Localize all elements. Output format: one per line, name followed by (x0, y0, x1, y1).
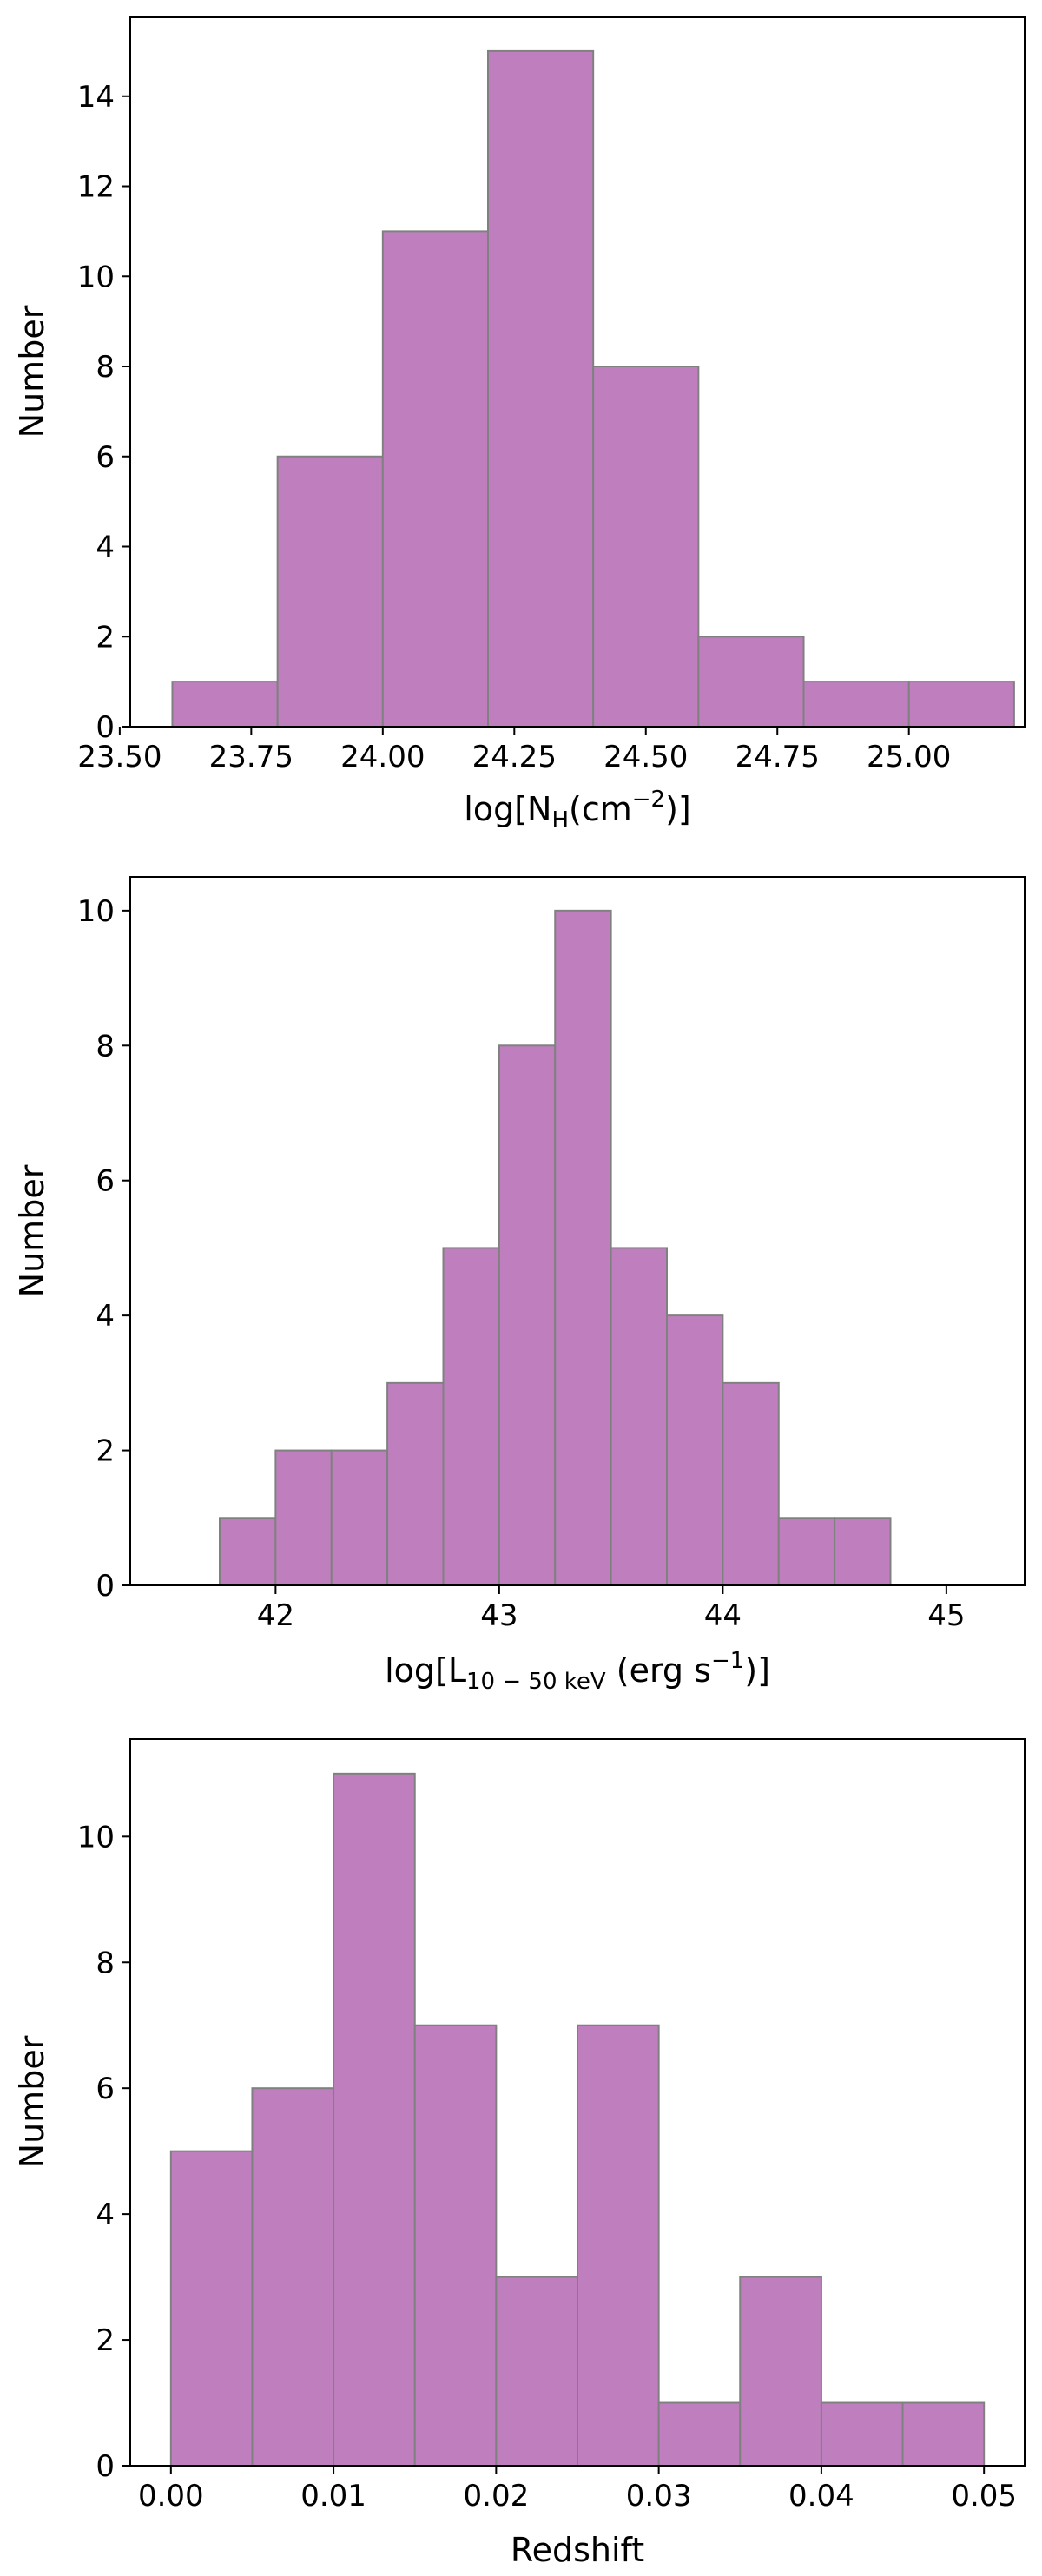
luminosity-bars (219, 909, 892, 1587)
panel-luminosity-histogram: 42 43 44 45 0 2 4 6 8 10 log[L10 − 50 keV (erg s… (13, 876, 1026, 1695)
luminosity-bar-4 (442, 1247, 500, 1587)
luminosity-x-tick-label: 45 (927, 1598, 965, 1633)
redshift-plot-frame (129, 1738, 1026, 2467)
redshift-bar-3 (413, 2024, 498, 2467)
nh-bar-1 (276, 455, 384, 728)
redshift-x-ticks: 0.00 0.01 0.02 0.03 0.04 0.05 (138, 2466, 1017, 2513)
luminosity-y-ticks: 0 2 4 6 8 10 (77, 894, 130, 1604)
redshift-bar-5 (577, 2024, 660, 2467)
luminosity-bar-11 (834, 1517, 892, 1587)
nh-y-axis-label: Number (13, 305, 51, 438)
luminosity-y-tick-label: 4 (96, 1299, 115, 1334)
redshift-y-axis-label: Number (13, 2035, 51, 2168)
nh-x-ticks: 23.50 23.75 24.00 24.25 24.50 24.75 25.00 (77, 727, 951, 774)
luminosity-bar-6 (554, 909, 612, 1587)
nh-y-tick-label: 8 (96, 350, 115, 385)
luminosity-x-tick-label: 43 (480, 1598, 518, 1633)
redshift-x-tick-label: 0.01 (300, 2479, 366, 2513)
luminosity-bar-5 (498, 1044, 557, 1587)
redshift-x-tick-label: 0.02 (464, 2479, 530, 2513)
nh-x-tick-label: 25.00 (867, 740, 951, 774)
nh-x-axis-label: log[NH(cm−2)] (464, 787, 690, 833)
luminosity-bar-7 (610, 1247, 668, 1587)
redshift-bar-6 (657, 2401, 742, 2467)
luminosity-y-tick-label: 0 (96, 1569, 115, 1604)
nh-plot-frame (129, 16, 1026, 728)
redshift-y-tick-label: 2 (96, 2323, 115, 2358)
luminosity-y-tick-label: 8 (96, 1029, 115, 1064)
nh-x-tick-label: 23.50 (77, 740, 162, 774)
nh-y-tick-label: 6 (96, 440, 115, 475)
luminosity-bar-0 (219, 1517, 277, 1587)
nh-bar-5 (697, 636, 805, 728)
luminosity-bar-3 (386, 1381, 445, 1587)
nh-y-ticks: 0 2 4 6 8 10 12 14 (77, 80, 130, 745)
luminosity-x-tick-label: 44 (704, 1598, 742, 1633)
nh-y-tick-label: 2 (96, 620, 115, 655)
luminosity-plot-frame (129, 876, 1026, 1586)
luminosity-bar-8 (666, 1314, 724, 1586)
redshift-x-axis-label: Redshift (511, 2531, 644, 2569)
redshift-x-tick-label: 0.05 (951, 2479, 1017, 2513)
nh-y-tick-label: 4 (96, 530, 115, 565)
nh-x-tick-label: 23.75 (209, 740, 293, 774)
nh-bar-2 (381, 230, 489, 728)
luminosity-y-axis-label: Number (13, 1164, 51, 1297)
redshift-x-tick-label: 0.04 (788, 2479, 854, 2513)
nh-bars (171, 49, 1015, 728)
nh-bar-6 (802, 681, 910, 728)
luminosity-y-tick-label: 6 (96, 1164, 115, 1199)
redshift-bar-0 (169, 2150, 254, 2467)
luminosity-bar-9 (722, 1381, 780, 1587)
panel-nh-histogram: 23.50 23.75 24.00 24.25 24.50 24.75 25.00 0 2 4 6… (13, 16, 1026, 833)
redshift-y-tick-label: 6 (96, 2072, 115, 2106)
luminosity-x-tick-label: 42 (257, 1598, 294, 1633)
nh-y-tick-label: 10 (77, 260, 115, 294)
redshift-bar-9 (901, 2401, 986, 2467)
redshift-bar-4 (495, 2276, 579, 2467)
luminosity-x-ticks: 42 43 44 45 (257, 1585, 966, 1633)
luminosity-bar-10 (777, 1517, 836, 1587)
nh-y-tick-label: 14 (77, 80, 115, 115)
redshift-y-tick-label: 10 (77, 1820, 115, 1855)
nh-x-tick-label: 24.50 (603, 740, 688, 774)
redshift-y-tick-label: 0 (96, 2449, 115, 2484)
luminosity-bar-2 (330, 1449, 389, 1586)
nh-y-tick-label: 12 (77, 170, 115, 205)
nh-x-tick-label: 24.00 (340, 740, 425, 774)
redshift-bar-8 (820, 2401, 904, 2467)
redshift-bar-7 (739, 2276, 822, 2467)
nh-bar-4 (592, 366, 700, 728)
nh-y-tick-label: 0 (96, 710, 115, 745)
redshift-x-tick-label: 0.00 (138, 2479, 204, 2513)
luminosity-bar-1 (274, 1449, 333, 1586)
nh-bar-3 (487, 49, 595, 728)
redshift-y-ticks: 0 2 4 6 8 10 (77, 1820, 130, 2484)
panel-redshift-histogram: 0.00 0.01 0.02 0.03 0.04 0.05 0 2 4 6 8 10 Redshif… (13, 1738, 1026, 2569)
nh-bar-7 (907, 681, 1015, 728)
redshift-bar-1 (251, 2087, 335, 2467)
nh-bar-0 (171, 681, 279, 728)
redshift-bar-2 (333, 1772, 416, 2467)
nh-x-tick-label: 24.25 (472, 740, 557, 774)
redshift-bars (169, 1772, 986, 2467)
nh-x-tick-label: 24.75 (735, 740, 820, 774)
redshift-y-tick-label: 8 (96, 1946, 115, 1980)
redshift-y-tick-label: 4 (96, 2197, 115, 2232)
luminosity-y-tick-label: 2 (96, 1434, 115, 1469)
luminosity-y-tick-label: 10 (77, 894, 115, 929)
redshift-x-tick-label: 0.03 (626, 2479, 692, 2513)
luminosity-x-axis-label: log[L10 − 50 keV (erg s−1)] (385, 1648, 770, 1695)
